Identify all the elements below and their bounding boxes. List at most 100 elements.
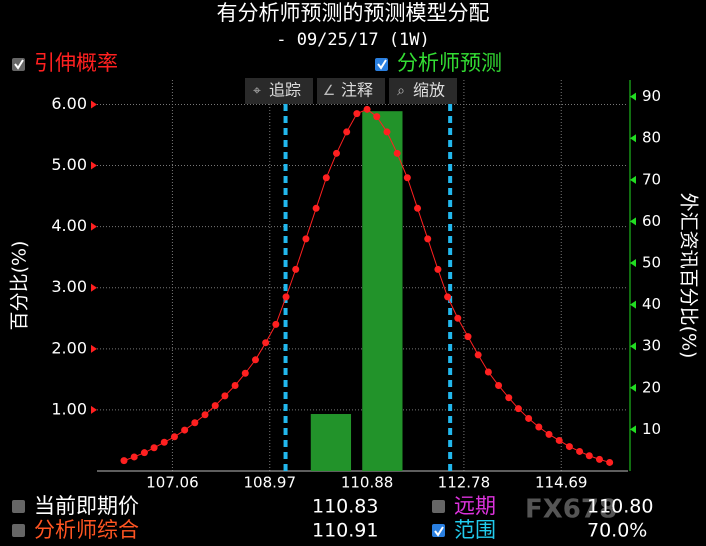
check xyxy=(434,526,444,537)
point xyxy=(322,174,330,182)
toolbar-button[interactable] xyxy=(389,78,457,104)
panel-value: 110.83 xyxy=(312,496,378,518)
point xyxy=(505,394,513,402)
panel-label: 范围 xyxy=(454,518,496,542)
y-tick-mark xyxy=(91,100,97,109)
toolbar-label[interactable]: 追踪 xyxy=(269,81,301,100)
y-tick-mark xyxy=(91,222,97,231)
y2-tick-label: 80 xyxy=(642,129,661,147)
y2-tick-label: 90 xyxy=(642,87,661,105)
point xyxy=(454,314,462,322)
point xyxy=(363,105,371,113)
y2-tick-label: 10 xyxy=(642,420,661,438)
toolbar-button[interactable] xyxy=(245,78,313,104)
y2-tick-mark xyxy=(630,259,636,268)
point xyxy=(312,204,320,212)
y-tick-label: 5.00 xyxy=(51,155,87,174)
y2-tick-mark xyxy=(630,300,636,309)
panel-value: 70.0% xyxy=(587,520,647,542)
checkbox[interactable] xyxy=(12,524,25,537)
point xyxy=(525,414,533,422)
checkbox[interactable] xyxy=(12,500,25,513)
point xyxy=(535,423,543,431)
y2-tick-label: 70 xyxy=(642,170,661,188)
x-tick-label: 110.88 xyxy=(341,474,394,492)
toolbar-icon: ⌕ xyxy=(397,83,405,99)
point xyxy=(251,356,259,364)
point xyxy=(393,149,401,157)
point xyxy=(170,433,178,441)
y2-axis-label: 外汇资讯百分比(%) xyxy=(678,193,700,359)
point xyxy=(120,457,128,465)
toolbar-label[interactable]: 注释 xyxy=(341,81,373,100)
point xyxy=(373,113,381,121)
point xyxy=(302,235,310,243)
point xyxy=(424,235,432,243)
checkbox[interactable] xyxy=(432,500,445,513)
panel-value: 110.91 xyxy=(312,520,378,542)
y-tick-label: 6.00 xyxy=(51,94,87,113)
point xyxy=(181,426,189,434)
point xyxy=(555,436,563,444)
y2-tick-label: 40 xyxy=(642,295,661,313)
legend-label: 引伸概率 xyxy=(34,51,118,75)
point xyxy=(343,128,351,136)
point xyxy=(484,368,492,376)
point xyxy=(585,452,593,460)
point xyxy=(383,128,391,136)
point xyxy=(414,204,422,212)
toolbar-icon: ⌖ xyxy=(253,83,261,99)
panel-value: 110.80 xyxy=(587,496,653,518)
point xyxy=(474,351,482,359)
check xyxy=(377,59,387,70)
point xyxy=(514,405,522,413)
panel-label: 远期 xyxy=(454,494,496,518)
point xyxy=(595,455,603,463)
y-tick-label: 4.00 xyxy=(51,216,87,235)
bar xyxy=(310,414,352,471)
x-tick-label: 107.06 xyxy=(146,474,199,492)
point xyxy=(140,449,148,457)
point xyxy=(434,265,442,273)
toolbar-label[interactable]: 缩放 xyxy=(413,81,445,100)
x-tick-label: 108.97 xyxy=(244,474,297,492)
point xyxy=(282,293,290,301)
point xyxy=(606,458,614,466)
y2-tick-mark xyxy=(630,175,636,184)
panel-label: 分析师综合 xyxy=(34,518,139,542)
panel-label: 当前即期价 xyxy=(34,494,139,518)
y2-tick-mark xyxy=(630,217,636,226)
point xyxy=(201,411,209,419)
x-tick-label: 112.78 xyxy=(438,474,491,492)
y2-tick-label: 60 xyxy=(642,212,661,230)
toolbar-icon: ∠ xyxy=(323,83,336,99)
y2-tick-label: 20 xyxy=(642,378,661,396)
y-tick-mark xyxy=(91,344,97,353)
point xyxy=(272,320,280,328)
point xyxy=(576,447,584,455)
point xyxy=(292,265,300,273)
y2-tick-label: 30 xyxy=(642,337,661,355)
y-tick-label: 1.00 xyxy=(51,399,87,418)
y-tick-label: 3.00 xyxy=(51,277,87,296)
point xyxy=(545,430,553,438)
point xyxy=(444,293,452,301)
y2-tick-mark xyxy=(630,425,636,434)
y-tick-mark xyxy=(91,161,97,170)
watermark: FX678 xyxy=(525,495,617,525)
point xyxy=(262,339,270,347)
point xyxy=(130,453,138,461)
point xyxy=(403,174,411,182)
toolbar-button[interactable] xyxy=(317,78,385,104)
bar xyxy=(362,111,403,471)
point xyxy=(191,419,199,427)
point xyxy=(241,369,249,377)
point xyxy=(231,381,239,389)
point xyxy=(221,392,229,400)
y2-tick-mark xyxy=(630,383,636,392)
y-tick-label: 2.00 xyxy=(51,338,87,357)
y2-tick-label: 50 xyxy=(642,254,661,272)
point xyxy=(565,443,573,451)
point xyxy=(353,110,361,118)
